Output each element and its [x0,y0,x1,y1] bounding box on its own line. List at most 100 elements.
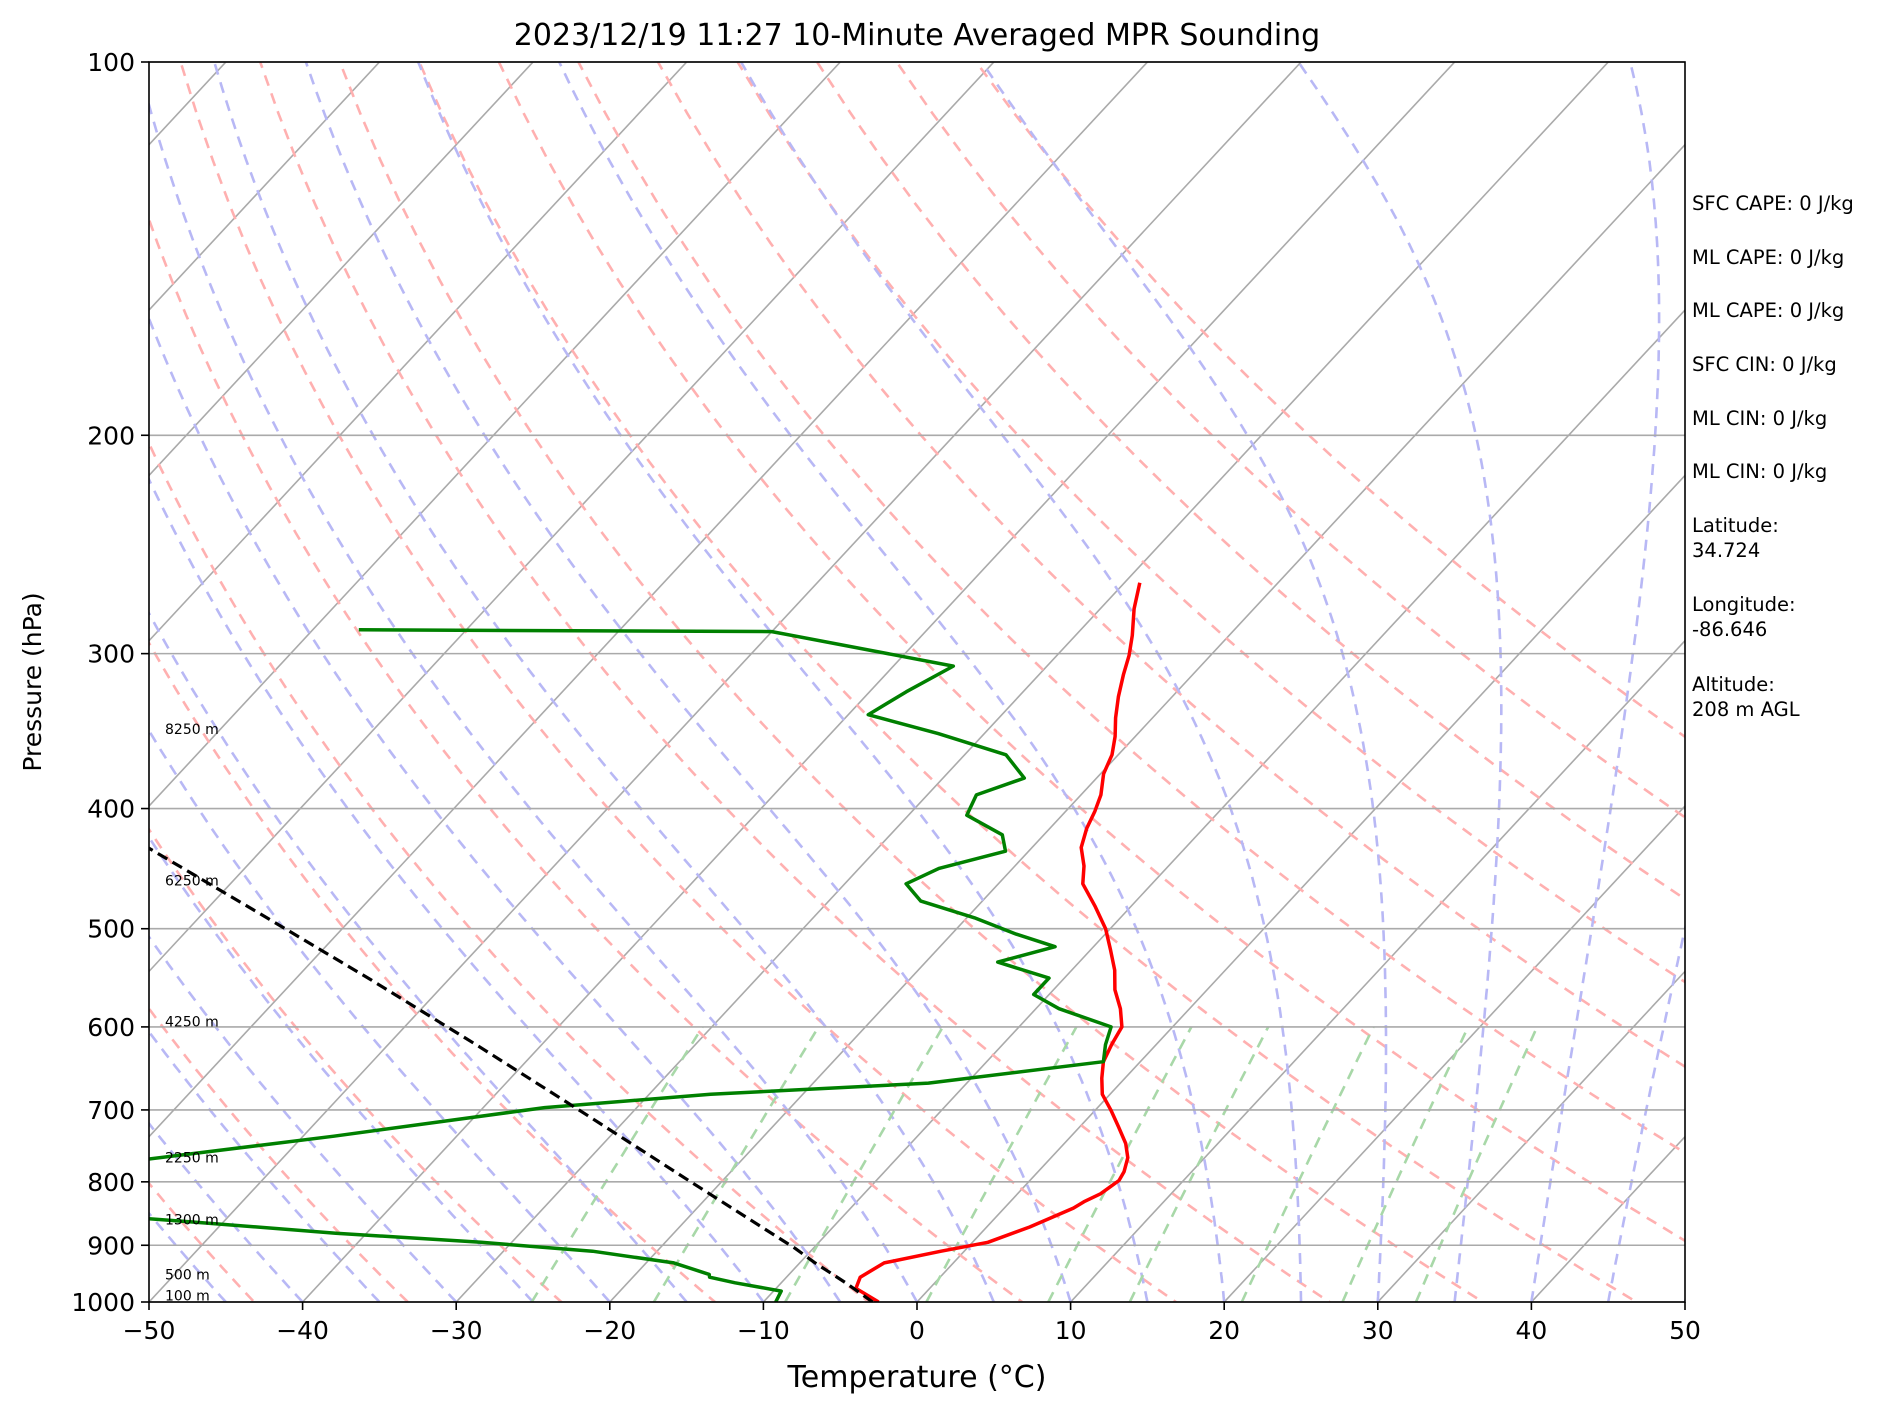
isotherm-line [149,62,688,642]
x-tick-label: 10 [1055,1316,1087,1345]
mixing-ratio-line [1414,1026,1539,1302]
y-tick-label: 700 [87,1096,135,1125]
isotherm-line [1069,639,1685,1302]
y-tick-label: 300 [87,640,135,669]
moist-adiabat-line [149,1121,304,1302]
isotherm-line [762,308,1685,1302]
dry-adiabat-line [149,1006,410,1302]
isotherm-line [149,62,1149,1138]
moist-adiabat-line [149,934,458,1302]
dry-adiabat-line [258,62,1332,1302]
mixing-ratio-line [1341,1026,1470,1302]
dry-adiabat-line [149,827,564,1302]
x-tick-label: 0 [909,1316,925,1345]
height-label: 1300 m [165,1213,219,1229]
dry-adiabat-line [577,62,1685,1155]
x-tick-label: −30 [430,1316,483,1345]
moist-adiabat-line [1530,62,1661,1302]
y-tick-label: 900 [87,1231,135,1260]
pressure-gridlines [149,61,1685,1303]
height-label: 6250 m [165,873,219,889]
x-axis-ticks: −50 −40 −30 −20 −10 0 10 20 30 40 50 [123,1302,1701,1345]
dry-adiabat-line [338,62,1486,1302]
dry-adiabat-line [149,440,871,1302]
plot-frame [148,61,1686,1303]
y-tick-label: 400 [87,795,135,824]
moist-adiabat-line [739,62,1303,1302]
isotherm-line [301,62,1456,1302]
isotherm-line [149,62,842,808]
height-labels: 100 m 500 m 1300 m 2250 m 4250 m 6250 m 8250 m [165,722,219,1305]
mixing-ratio-line [1128,1026,1270,1302]
mixing-ratio-line [784,1026,944,1302]
x-axis-label: Temperature (°C) [787,1360,1047,1395]
dry-adiabat-line [149,1181,256,1302]
y-tick-label: 1000 [71,1288,135,1317]
x-tick-label: −10 [737,1316,790,1345]
dewpoint-profile-line [149,628,1113,1302]
x-tick-label: −50 [123,1316,176,1345]
moist-adiabat-line [304,62,1072,1302]
y-axis-label: Pressure (hPa) [18,592,47,771]
longitude-text: Longitude: -86.646 [1692,593,1796,641]
isotherm-line [1376,970,1685,1302]
ml-cape-text: ML CAPE: 0 J/kg [1692,246,1845,269]
mixing-ratio-line [1240,1026,1375,1302]
isotherm-line [455,62,1610,1302]
altitude-text: Altitude: 208 m AGL [1692,673,1800,721]
temperature-profile-line [854,582,1142,1302]
moist-adiabat-line [149,610,688,1302]
x-tick-label: 20 [1208,1316,1240,1345]
height-label: 2250 m [165,1151,219,1167]
moist-adiabat-line [1606,922,1685,1302]
ml-cape-text-2: ML CAPE: 0 J/kg [1692,299,1845,322]
dry-adiabat-line [895,62,1685,819]
y-axis-ticks: 1000 900 800 700 600 500 400 300 200 100 [71,48,149,1317]
moist-adiabat-line [1296,62,1503,1302]
x-tick-label: −20 [583,1316,636,1345]
moist-adiabat-line [149,100,919,1302]
x-tick-label: 30 [1362,1316,1394,1345]
moist-adiabat-line [149,728,611,1302]
y-tick-label: 600 [87,1013,135,1042]
sfc-cin-text: SFC CIN: 0 J/kg [1692,353,1837,376]
moist-adiabat-line [212,62,995,1302]
moist-adiabat-line [1683,1295,1685,1302]
chart-title: 2023/12/19 11:27 10-Minute Averaged MPR … [514,18,1320,53]
y-tick-label: 100 [87,48,135,77]
dry-adiabat-line [149,640,718,1302]
background-lines [149,62,1685,1302]
x-tick-label: 40 [1515,1316,1547,1345]
isotherm-line [149,62,1303,1302]
isotherm-line [149,62,995,973]
dry-adiabat-line [656,62,1685,1069]
height-label: 100 m [165,1288,210,1304]
x-tick-label: 50 [1669,1316,1701,1345]
height-label: 500 m [165,1267,210,1283]
ml-cin-text: ML CIN: 0 J/kg [1692,407,1828,430]
height-label: 8250 m [165,722,219,738]
latitude-text: Latitude: 34.724 [1692,514,1779,562]
dry-adiabat-line [497,62,1685,1243]
x-tick-label: −40 [276,1316,329,1345]
ml-cin-text-2: ML CIN: 0 J/kg [1692,460,1828,483]
sfc-cape-text: SFC CAPE: 0 J/kg [1692,192,1854,215]
isotherm-line [149,62,381,312]
moist-adiabat-line [149,476,765,1302]
moist-adiabat-line [416,62,1149,1302]
y-tick-label: 800 [87,1168,135,1197]
isotherm-line [1223,804,1685,1302]
dry-adiabat-line [975,62,1685,739]
moist-adiabat-line [557,62,1226,1302]
moist-adiabat-line [980,62,1388,1302]
isotherm-line [149,62,535,477]
moist-adiabat-line [149,315,842,1302]
height-label: 4250 m [165,1014,219,1030]
sounding-profiles [149,582,1142,1302]
y-tick-label: 200 [87,421,135,450]
moist-adiabat-line [149,1029,381,1302]
mixing-ratio-line [652,1026,820,1302]
y-tick-label: 500 [87,915,135,944]
moist-adiabat-line [149,835,534,1302]
